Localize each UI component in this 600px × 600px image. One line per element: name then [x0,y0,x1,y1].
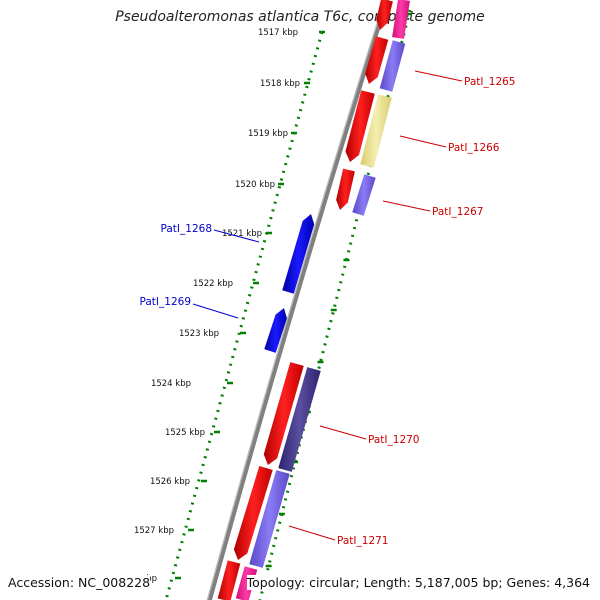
tick-label: 1527 kbp [134,526,174,536]
tick-label: 1524 kbp [151,379,191,389]
cds-bar-patI-1271 [249,470,290,568]
gene-arrow-patI-1269 [264,308,287,353]
ruler-left [164,31,324,600]
gene-label: PatI_1267 [432,206,483,218]
tick-label: 1521 kbp [222,229,262,239]
gene-label: PatI_1269 [140,296,191,308]
tick-label: 1522 kbp [193,279,233,289]
gene-arrow-patI-1266 [345,90,375,162]
cds-bar-patI-1265 [379,40,406,92]
genome-stats-text: Topology: circular; Length: 5,187,005 bp… [246,575,590,590]
tick-label: 1519 kbp [248,129,288,139]
cds-bar-patI-1266 [360,94,392,168]
gene-arrow-patI-1268 [282,214,315,294]
tick-label: 1525 kbp [165,428,205,438]
tick-label: 1518 kbp [260,79,300,89]
tick-label: 1517 kbp [258,28,298,38]
gene-label-leader [382,200,431,212]
gene-arrow-partial-bottom [217,560,241,600]
gene-label-leader [192,303,239,319]
tick-label: 1523 kbp [179,329,219,339]
accession-text: Accession: NC_008228 [8,575,151,590]
gene-label-leader [213,229,260,243]
gene-label-leader [414,70,463,82]
backbone-highlight [206,0,386,600]
cds-bar-patI-1267 [352,174,376,216]
ruler-right [258,9,412,600]
gene-arrow-patI-1267 [336,168,355,210]
gene-label-leader [288,525,336,541]
gene-arrow-patI-1271 [233,465,273,560]
cds-bar-patI-1270 [278,367,321,472]
gene-arrow-patI-1270 [263,362,304,465]
tick-label: 1526 kbp [150,477,190,487]
gene-label: PatI_1266 [448,142,500,154]
gene-arrow-partial-top [376,0,393,30]
gene-label-leader [399,135,447,148]
gene-label: PatI_1265 [464,76,515,88]
cds-bar-partial-top [392,0,410,39]
gene-label: PatI_1270 [368,434,419,446]
gene-label: PatI_1268 [161,223,212,235]
tick-label: bp [146,574,157,584]
gene-label-leader [319,425,367,440]
map-title: Pseudoalteromonas atlantica T6c, complet… [115,9,485,25]
tick-label: 1520 kbp [235,180,275,190]
gene-label: PatI_1271 [337,535,388,547]
gene-arrow-patI-1265 [365,36,389,84]
cds-bar-partial-bottom [235,566,258,600]
backbone-line [206,0,390,600]
